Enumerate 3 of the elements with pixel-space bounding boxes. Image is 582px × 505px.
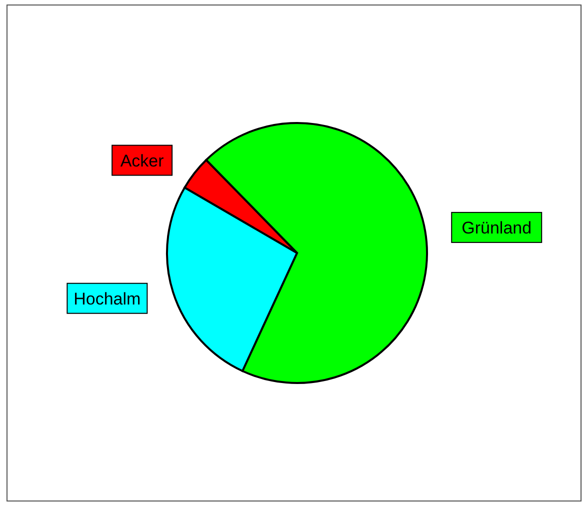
slice-label: Grünland [462, 218, 532, 238]
slice-label: Hochalm [74, 289, 141, 308]
slice-label: Acker [120, 151, 164, 170]
